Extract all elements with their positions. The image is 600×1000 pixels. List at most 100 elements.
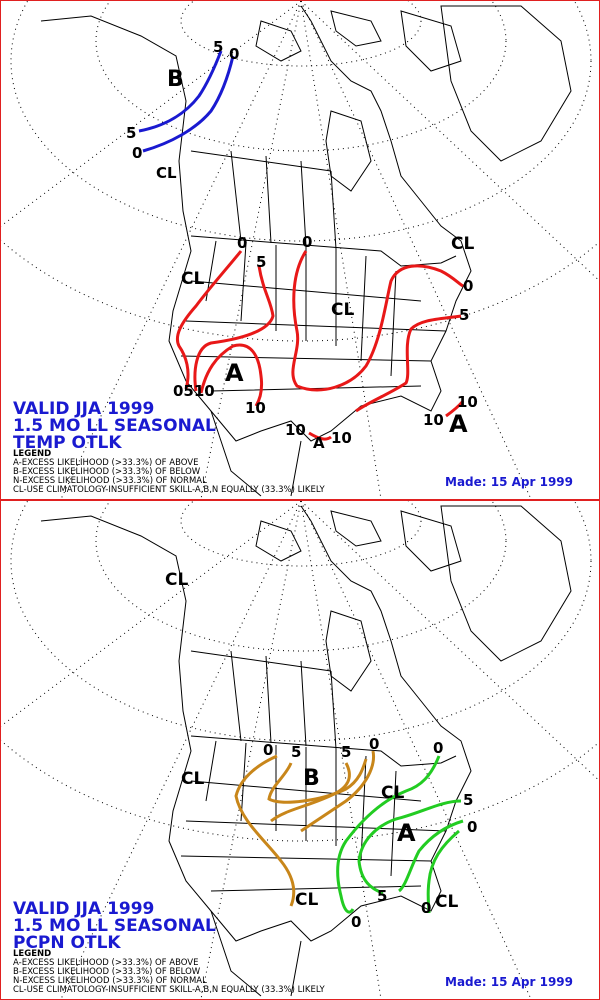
contour-label: 0510 xyxy=(173,382,215,400)
contour-label: 0 xyxy=(421,899,431,917)
above-contour-0-central xyxy=(291,250,464,392)
contour-label: 5 xyxy=(126,124,136,142)
map-label-cl: CL xyxy=(181,269,204,289)
arctic-islands xyxy=(255,510,462,572)
graticule xyxy=(1,501,599,999)
legend-heading: LEGEND xyxy=(13,449,52,459)
title-line: VALID JJA 1999 xyxy=(13,899,155,919)
graticule xyxy=(1,1,599,499)
temp-title: VALID JJA 1999 1.5 MO LL SEASONAL TEMP O… xyxy=(13,401,216,452)
title-line: 1.5 MO LL SEASONAL xyxy=(13,916,216,936)
pcpn-title: VALID JJA 1999 1.5 MO LL SEASONAL PCPN O… xyxy=(13,901,216,952)
map-label-cl: CL xyxy=(451,234,474,254)
legend-heading: LEGEND xyxy=(13,949,52,959)
arctic-islands xyxy=(255,10,462,72)
contour-label: 0 xyxy=(467,818,477,836)
below-normal-contours xyxy=(234,750,376,907)
above-contour-5-ne xyxy=(357,799,462,895)
map-label-cl: CL xyxy=(165,570,188,590)
temp-legend: LEGEND A-EXCESS LIKELIHOOD (>33.3%) OF A… xyxy=(13,450,325,495)
contour-label: 5 xyxy=(459,306,469,324)
mexico-outline xyxy=(210,910,302,997)
map-label-cl: CL xyxy=(181,769,204,789)
legend-line: A-EXCESS LIKELIHOOD (>33.3%) OF ABOVE xyxy=(13,958,199,968)
contour-label: 0 xyxy=(132,144,142,162)
greenland xyxy=(440,5,572,162)
contour-label: 10 xyxy=(423,411,444,429)
contour-label: 5 xyxy=(377,887,387,905)
below-contour-5b xyxy=(270,762,351,823)
below-contour-0b xyxy=(300,750,376,833)
province-lines xyxy=(190,150,337,250)
above-contour-0-ne xyxy=(336,755,441,914)
contour-label: 0 xyxy=(237,234,247,252)
contour-label: 0 xyxy=(463,277,473,295)
hudson-bay xyxy=(325,610,372,692)
precipitation-map: CL CL B CL A CL CL 0 5 5 0 0 5 0 0 5 0 xyxy=(1,501,599,999)
province-lines xyxy=(190,650,337,750)
contour-label: 0 xyxy=(263,741,273,759)
basemap xyxy=(1,1,599,499)
contour-label: 0 xyxy=(369,735,379,753)
title-line: TEMP OTLK xyxy=(13,433,122,453)
contour-label: 5 xyxy=(341,743,351,761)
map-label-b: B xyxy=(303,766,320,791)
above-contour-0-east xyxy=(397,819,464,893)
made-date: Made: 15 Apr 1999 xyxy=(445,975,573,989)
title-line: PCPN OTLK xyxy=(13,933,121,953)
above-normal-contours xyxy=(175,250,465,441)
map-label-cl: CL xyxy=(331,300,354,320)
title-line: VALID JJA 1999 xyxy=(13,399,155,419)
contour-label: 10 xyxy=(245,399,266,417)
map-label-cl: CL xyxy=(295,890,318,910)
below-contour-0 xyxy=(142,55,235,153)
precipitation-outlook-panel: CL CL B CL A CL CL 0 5 5 0 0 5 0 0 5 0 V… xyxy=(0,500,600,1000)
above-contour-10-tx xyxy=(308,431,332,441)
above-contour-5-east xyxy=(355,314,462,413)
made-date: Made: 15 Apr 1999 xyxy=(445,475,573,489)
below-contour-0 xyxy=(234,754,296,907)
below-contour-5 xyxy=(267,758,368,804)
above-contour-0-fl xyxy=(426,829,460,914)
legend-line: B-EXCESS LIKELIHOOD (>33.3%) OF BELOW xyxy=(13,967,201,977)
legend-line: N-EXCESS LIKELIHOOD (>33.3%) OF NORMAL xyxy=(13,976,207,986)
legend-line: CL-USE CLIMATOLOGY-INSUFFICIENT SKILL-A,… xyxy=(13,485,325,495)
title-line: 1.5 MO LL SEASONAL xyxy=(13,416,216,436)
above-contour-10-sw xyxy=(199,343,263,407)
legend-line: A-EXCESS LIKELIHOOD (>33.3%) OF ABOVE xyxy=(13,458,199,468)
coastline xyxy=(40,5,472,442)
map-label-cl: CL xyxy=(381,783,404,803)
temperature-map: B 5 0 5 0 CL CL CL CL A A A 0 5 0 0 5 05… xyxy=(1,1,599,499)
canada-us-border xyxy=(190,735,457,767)
legend-line: CL-USE CLIMATOLOGY-INSUFFICIENT SKILL-A,… xyxy=(13,985,325,995)
contour-label: 5 xyxy=(291,743,301,761)
legend-line: N-EXCESS LIKELIHOOD (>33.3%) OF NORMAL xyxy=(13,476,207,486)
map-label-cl: CL xyxy=(156,164,177,182)
pcpn-legend: LEGEND A-EXCESS LIKELIHOOD (>33.3%) OF A… xyxy=(13,950,325,995)
map-label-a: A xyxy=(225,359,244,387)
contour-label: 0 xyxy=(433,739,443,757)
contour-label: 10 xyxy=(285,421,306,439)
above-normal-contours xyxy=(336,755,464,914)
above-contour-0-west xyxy=(175,250,243,390)
greenland xyxy=(440,505,572,662)
contour-label: 0 xyxy=(229,45,239,63)
above-contour-5-west xyxy=(193,265,275,392)
above-contour-10-fl xyxy=(445,400,465,418)
contour-label: 0 xyxy=(302,233,312,251)
contour-label: 10 xyxy=(331,429,352,447)
map-label-a: A xyxy=(397,819,416,847)
below-contour-5 xyxy=(138,50,223,133)
below-normal-contours xyxy=(138,50,235,153)
hudson-bay xyxy=(325,110,372,192)
temperature-outlook-panel: B 5 0 5 0 CL CL CL CL A A A 0 5 0 0 5 05… xyxy=(0,0,600,500)
state-lines xyxy=(180,240,447,392)
mexico-outline xyxy=(210,410,302,497)
canada-us-border xyxy=(190,235,457,267)
map-label-a: A xyxy=(449,410,468,438)
contour-label: 5 xyxy=(213,38,223,56)
map-label-a: A xyxy=(313,434,325,452)
contour-label: 0 xyxy=(351,913,361,931)
map-label-b: B xyxy=(167,67,184,92)
contour-label: 5 xyxy=(463,791,473,809)
